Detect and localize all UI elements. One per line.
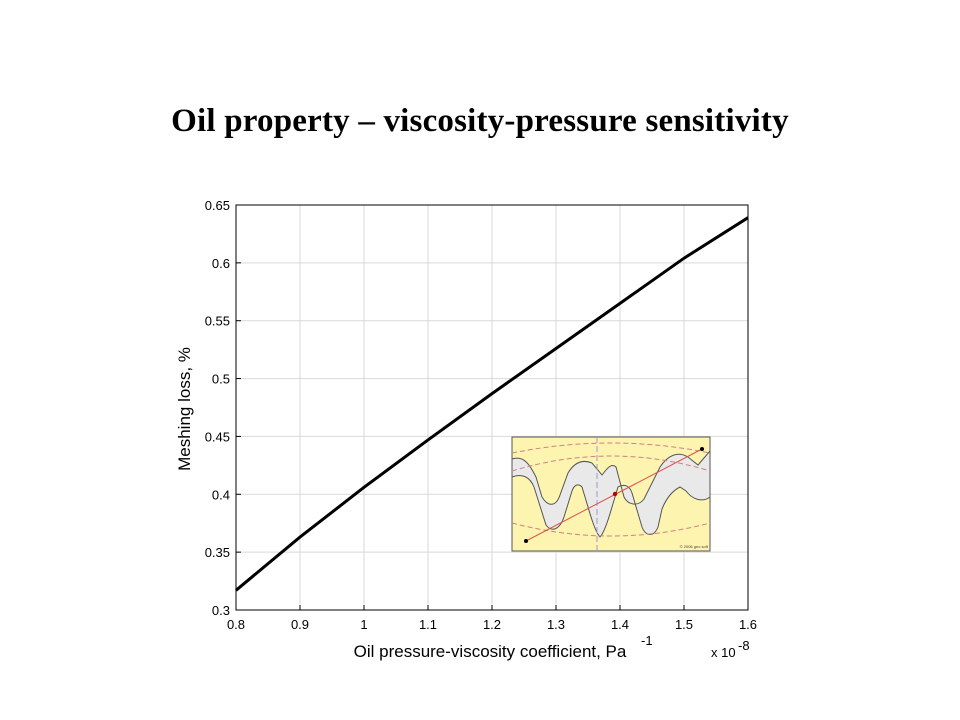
y-tick-label: 0.65 xyxy=(205,198,230,213)
x-tick-label: 1 xyxy=(360,617,367,632)
y-tick-label: 0.35 xyxy=(205,545,230,560)
x-tick-label: 1.4 xyxy=(611,617,629,632)
x-tick-label: 1.1 xyxy=(419,617,437,632)
plot-frame xyxy=(235,204,749,611)
pitch-circle-upper xyxy=(511,455,711,472)
contact-start-point xyxy=(524,539,528,543)
x-axis-multiplier-exponent: -8 xyxy=(738,638,750,653)
y-tick-label: 0.5 xyxy=(212,372,230,387)
x-axis-multiplier: x 10 xyxy=(711,645,736,660)
x-tick-labels: 0.8 0.9 1 1.1 1.2 1.3 1.4 1.5 1.6 xyxy=(227,617,757,632)
inset-copyright: © 2006 geo soft xyxy=(680,544,709,549)
x-tick-label: 1.6 xyxy=(739,617,757,632)
y-tick-label: 0.55 xyxy=(205,314,230,329)
y-axis-label: Meshing loss, % xyxy=(175,347,194,471)
x-tick-label: 0.9 xyxy=(291,617,309,632)
y-tick-labels: 0.3 0.35 0.4 0.45 0.5 0.55 0.6 0.65 xyxy=(205,198,230,618)
pitch-point xyxy=(612,491,618,497)
pitch-circle-lower xyxy=(511,522,711,537)
x-axis-label: Oil pressure-viscosity coefficient, Pa xyxy=(354,642,627,661)
y-tick-label: 0.45 xyxy=(205,429,230,444)
upper-gear-icon xyxy=(511,449,711,538)
y-tick-label: 0.4 xyxy=(212,487,230,502)
x-tick-label: 0.8 xyxy=(227,617,245,632)
x-tick-label: 1.2 xyxy=(483,617,501,632)
contact-end-point xyxy=(700,447,704,451)
series-line-meshing-loss xyxy=(235,216,749,592)
addendum-circle xyxy=(511,442,711,454)
x-tick-label: 1.5 xyxy=(675,617,693,632)
slide-title: Oil property – viscosity-pressure sensit… xyxy=(171,103,789,139)
gear-mesh-inset: © 2006 geo soft xyxy=(511,436,711,552)
x-axis-label-exponent: -1 xyxy=(641,633,653,648)
y-tick-label: 0.3 xyxy=(212,603,230,618)
y-tick-label: 0.6 xyxy=(212,256,230,271)
x-tick-label: 1.3 xyxy=(547,617,565,632)
